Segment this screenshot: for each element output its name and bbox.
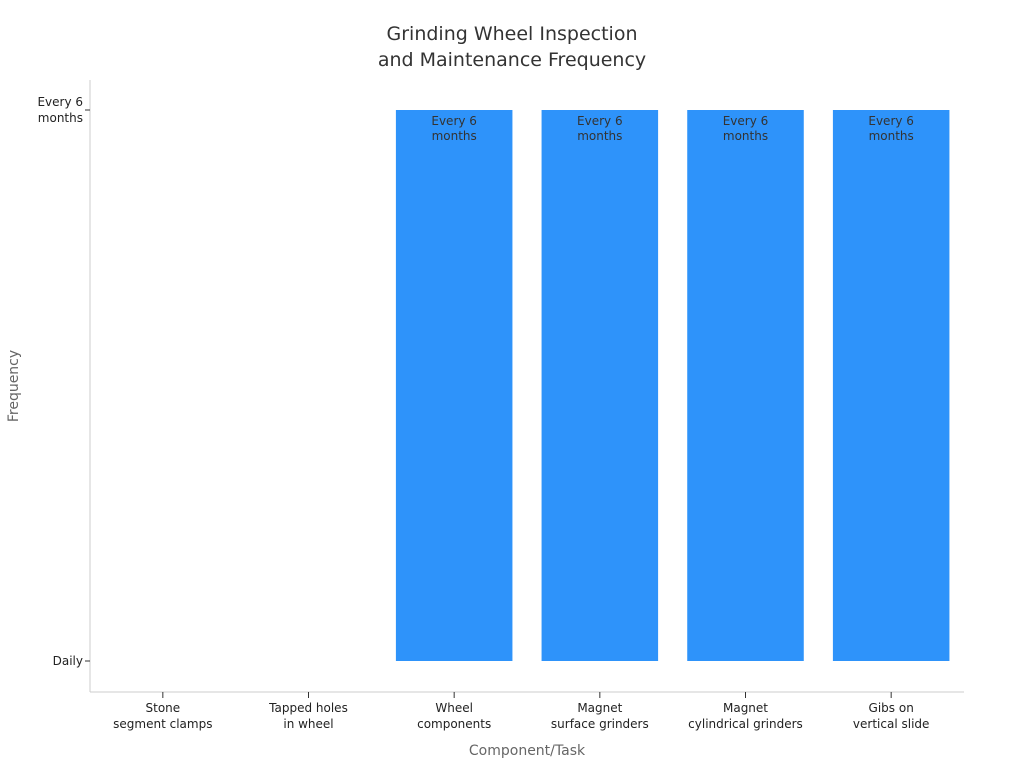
x-tick-label-2: Tapped holes in wheel (268, 701, 348, 731)
bar-label-6: Every 6 months (868, 114, 914, 143)
y-axis-ticks: Daily Every 6 months (37, 95, 90, 668)
chart-title-line-2: and Maintenance Frequency (378, 49, 646, 71)
x-axis-ticks: Stone segment clamps Tapped holes in wheel W… (113, 692, 929, 731)
bar-label-4: Every 6 months (577, 114, 623, 143)
bar-label-3: Every 6 months (431, 114, 477, 143)
y-tick-label-2: Every 6 months (37, 95, 83, 125)
bar-3 (395, 110, 513, 661)
x-tick-label-3: Wheel components (417, 701, 491, 731)
y-axis-label: Frequency (6, 350, 22, 422)
bar-label-5: Every 6 months (723, 114, 769, 143)
bar-4 (541, 110, 659, 661)
y-tick-label-1: Daily (53, 654, 83, 668)
x-tick-label-5: Magnet cylindrical grinders (688, 701, 803, 731)
x-tick-label-1: Stone segment clamps (113, 701, 212, 731)
bar-5 (687, 110, 804, 661)
bar-6 (832, 110, 950, 661)
data-labels: Every 6 months Every 6 months Every 6 months E… (431, 114, 914, 143)
x-tick-label-4: Magnet surface grinders (551, 701, 649, 731)
x-axis-label: Component/Task (469, 743, 586, 759)
x-tick-label-6: Gibs on vertical slide (853, 701, 929, 731)
bars (395, 110, 950, 661)
chart-title-line-1: Grinding Wheel Inspection (387, 23, 638, 45)
